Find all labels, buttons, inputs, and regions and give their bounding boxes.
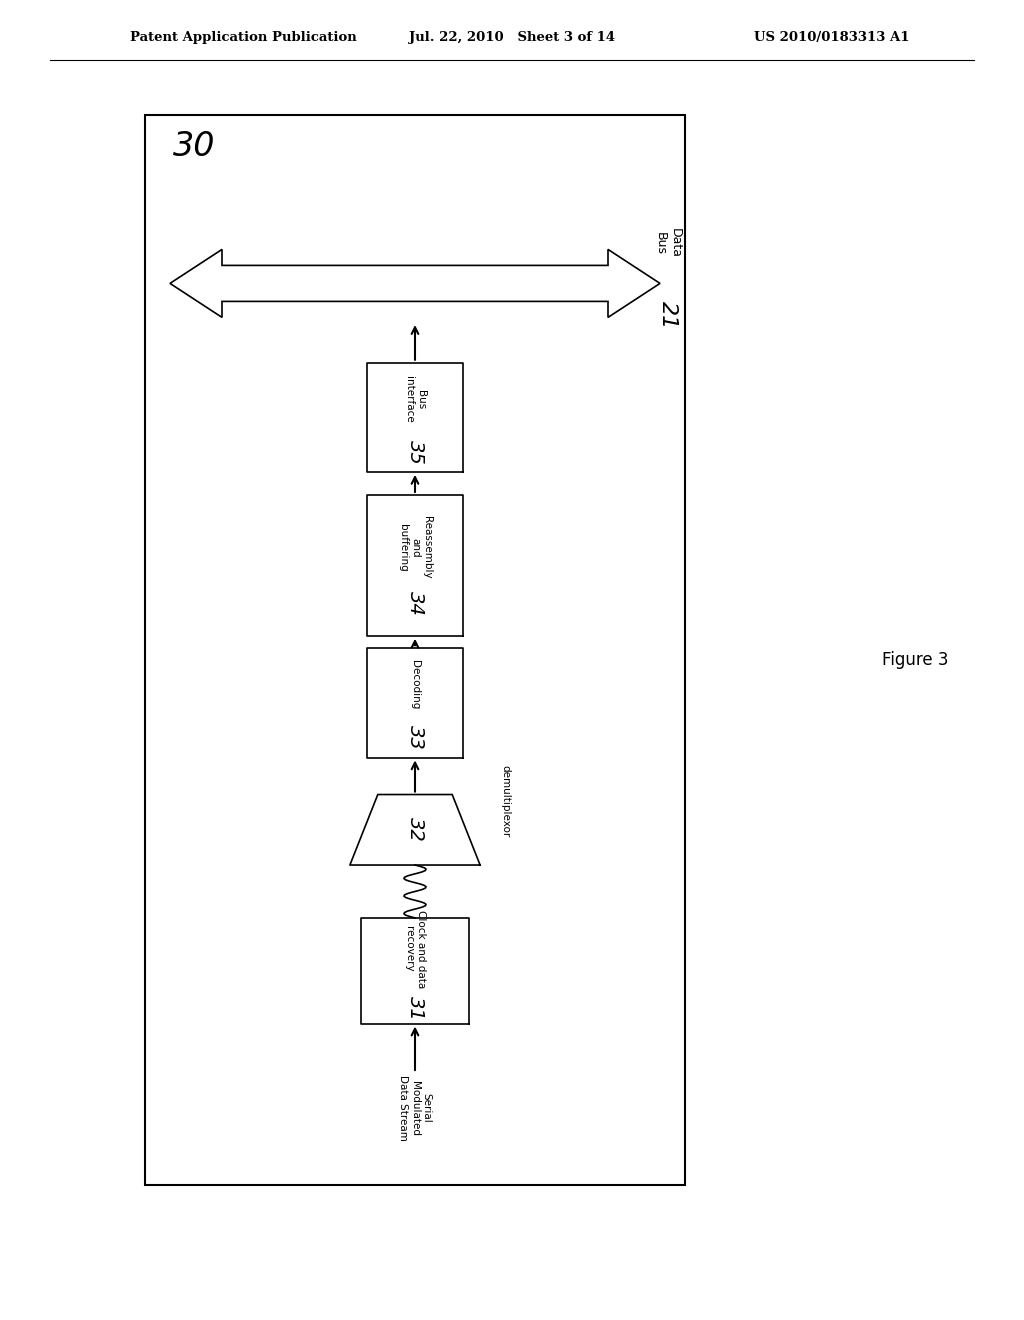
Text: 34: 34 (406, 591, 425, 615)
Text: 31: 31 (406, 997, 425, 1022)
Polygon shape (367, 648, 463, 758)
Text: Figure 3: Figure 3 (882, 651, 948, 669)
Text: 21: 21 (658, 301, 678, 330)
Text: Jul. 22, 2010   Sheet 3 of 14: Jul. 22, 2010 Sheet 3 of 14 (409, 32, 615, 45)
Text: Data
Bus: Data Bus (654, 228, 682, 259)
Text: demultiplexor: demultiplexor (500, 766, 510, 838)
Polygon shape (367, 495, 463, 636)
Polygon shape (367, 363, 463, 473)
Polygon shape (170, 249, 660, 317)
Text: 33: 33 (406, 726, 425, 750)
Text: Decoding: Decoding (410, 660, 420, 710)
Polygon shape (360, 917, 469, 1023)
Text: 35: 35 (406, 440, 425, 465)
Text: Bus
interface: Bus interface (404, 376, 426, 422)
Text: US 2010/0183313 A1: US 2010/0183313 A1 (755, 32, 910, 45)
Text: Serial
Modulated
Data Stream: Serial Modulated Data Stream (398, 1076, 431, 1142)
Text: Patent Application Publication: Patent Application Publication (130, 32, 356, 45)
Text: 32: 32 (406, 817, 425, 842)
Text: 30: 30 (173, 129, 215, 162)
Text: Clock and data
recovery: Clock and data recovery (404, 909, 426, 987)
Polygon shape (350, 795, 480, 865)
Text: Reassembly
and
buffering: Reassembly and buffering (398, 516, 431, 578)
